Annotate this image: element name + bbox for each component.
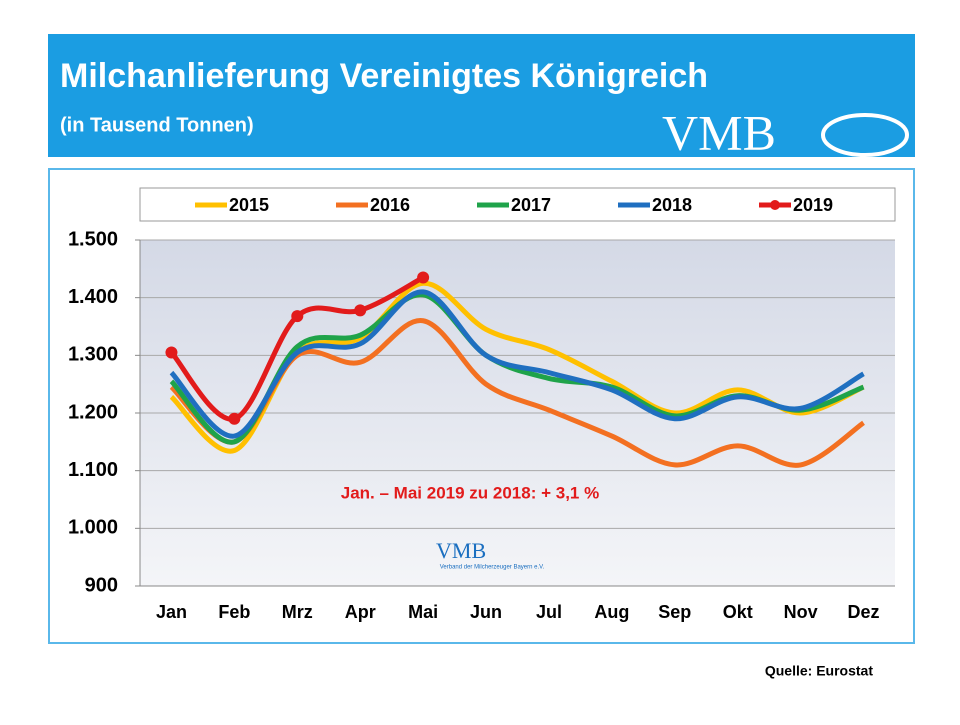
- x-tick-label: Aug: [594, 602, 629, 622]
- x-tick-label: Sep: [658, 602, 691, 622]
- legend-label: 2017: [511, 195, 551, 215]
- chart-subtitle: (in Tausend Tonnen): [60, 114, 254, 136]
- x-tick-label: Mrz: [282, 602, 313, 622]
- watermark-logo: VMB: [436, 538, 486, 563]
- x-tick-label: Jan: [156, 602, 187, 622]
- logo: VMB: [662, 104, 776, 160]
- point-marker: [291, 310, 304, 323]
- legend-label: 2015: [229, 195, 269, 215]
- annotation: Jan. – Mai 2019 zu 2018: + 3,1 %: [341, 483, 599, 502]
- y-tick-label: 1.200: [68, 401, 118, 423]
- legend-marker: [770, 200, 780, 210]
- y-tick-label: 1.000: [68, 517, 118, 539]
- x-tick-label: Jun: [470, 602, 502, 622]
- series-line: [169, 289, 865, 439]
- point-marker: [417, 271, 430, 284]
- x-tick-label: Dez: [848, 602, 880, 622]
- source: Quelle: Eurostat: [765, 663, 873, 679]
- y-tick-label: 1.500: [68, 228, 118, 250]
- y-tick-label: 1.400: [68, 286, 118, 308]
- x-tick-label: Mai: [408, 602, 438, 622]
- legend-label: 2018: [652, 195, 692, 215]
- watermark-tagline: Verband der Milcherzeuger Bayern e.V.: [440, 565, 545, 571]
- point-marker: [228, 412, 241, 425]
- chart-title: Milchanlieferung Vereinigtes Königreich: [60, 57, 708, 95]
- header-band: [48, 34, 915, 157]
- point-marker: [165, 346, 178, 359]
- x-tick-label: Feb: [218, 602, 250, 622]
- x-tick-label: Nov: [784, 602, 818, 622]
- legend-label: 2016: [370, 195, 410, 215]
- y-tick-label: 1.100: [68, 459, 118, 481]
- x-tick-label: Jul: [536, 602, 562, 622]
- x-tick-label: Okt: [723, 602, 753, 622]
- legend-label: 2019: [793, 195, 833, 215]
- x-tick-label: Apr: [345, 602, 376, 622]
- series-line: [169, 275, 425, 422]
- logo-swirl: [821, 113, 909, 157]
- point-marker: [354, 304, 367, 317]
- y-tick-label: 900: [85, 574, 118, 596]
- y-tick-label: 1.300: [68, 344, 118, 366]
